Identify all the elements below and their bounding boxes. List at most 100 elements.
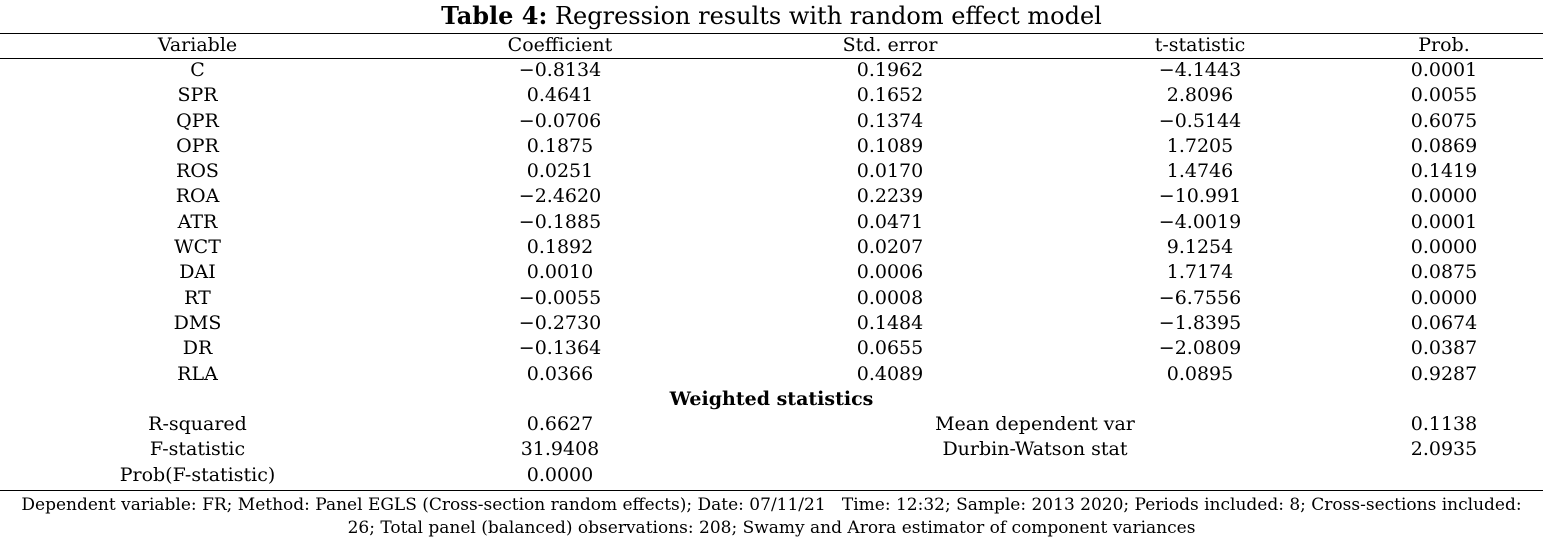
- stat-value: 0.6627: [526, 413, 594, 436]
- table-row: RLA 0.0366 0.4089 0.0895 0.9287: [0, 362, 1543, 387]
- coefficient-cell: 0.1892: [526, 236, 594, 259]
- t-statistic-cell: −6.7556: [1158, 286, 1242, 309]
- weighted-statistics-title: Weighted statistics: [669, 387, 874, 410]
- column-header-coefficient: Coefficient: [507, 34, 613, 56]
- stat-value: [1345, 463, 1543, 488]
- stat-label: F-statistic: [149, 438, 246, 461]
- variable-cell: C: [190, 59, 205, 81]
- table-caption: Table 4: Regression results with random …: [0, 1, 1543, 31]
- prob-cell: 0.0001: [1410, 59, 1478, 81]
- variable-cell: RT: [184, 286, 211, 309]
- weighted-statistics-heading-row: Weighted statistics: [0, 387, 1543, 412]
- table-row: WCT 0.1892 0.0207 9.1254 0.0000: [0, 235, 1543, 260]
- coefficient-cell: 0.0010: [526, 261, 594, 284]
- stat-label: Mean dependent var: [935, 413, 1135, 436]
- std-error-cell: 0.1962: [856, 59, 924, 81]
- table-header-row: Variable Coefficient Std. error t-statis…: [0, 33, 1543, 58]
- coefficient-cell: −0.2730: [518, 311, 602, 334]
- t-statistic-cell: 1.7205: [1166, 134, 1234, 157]
- stat-value: 0.1138: [1410, 413, 1478, 436]
- t-statistic-cell: −4.1443: [1158, 59, 1242, 81]
- table-row: ATR −0.1885 0.0471 −4.0019 0.0001: [0, 210, 1543, 235]
- variable-cell: WCT: [174, 236, 221, 259]
- table-row: OPR 0.1875 0.1089 1.7205 0.0869: [0, 134, 1543, 159]
- coefficient-cell: 0.1875: [526, 134, 594, 157]
- table-row: ROS 0.0251 0.0170 1.4746 0.1419: [0, 159, 1543, 184]
- table-caption-text: Regression results with random effect mo…: [554, 2, 1102, 30]
- weighted-stat-row: R-squared 0.6627 Mean dependent var 0.11…: [0, 412, 1543, 437]
- stat-value: 2.0935: [1410, 438, 1478, 461]
- std-error-cell: 0.1484: [856, 311, 924, 334]
- variable-cell: OPR: [176, 134, 219, 157]
- column-header-t-statistic: t-statistic: [1154, 34, 1246, 56]
- bottom-rule: [0, 490, 1543, 491]
- variable-cell: DR: [182, 337, 213, 360]
- variable-cell: DMS: [173, 311, 222, 334]
- table-row: DR −0.1364 0.0655 −2.0809 0.0387: [0, 336, 1543, 361]
- std-error-cell: 0.1089: [856, 134, 924, 157]
- stat-label: R-squared: [148, 413, 247, 436]
- prob-cell: 0.0387: [1410, 337, 1478, 360]
- prob-cell: 0.9287: [1410, 362, 1478, 385]
- prob-cell: 0.1419: [1410, 160, 1478, 183]
- table-note-line: Dependent variable: FR; Method: Panel EG…: [21, 495, 1522, 515]
- variable-cell: QPR: [176, 109, 219, 132]
- prob-cell: 0.6075: [1410, 109, 1478, 132]
- variable-cell: ATR: [177, 210, 218, 233]
- table-row: QPR −0.0706 0.1374 −0.5144 0.6075: [0, 109, 1543, 134]
- std-error-cell: 0.0655: [856, 337, 924, 360]
- variable-cell: SPR: [177, 84, 218, 107]
- coefficient-cell: −0.8134: [518, 59, 602, 81]
- regression-table: Variable Coefficient Std. error t-statis…: [0, 33, 1543, 488]
- std-error-cell: 0.0006: [856, 261, 924, 284]
- table-row: DMS −0.2730 0.1484 −1.8395 0.0674: [0, 311, 1543, 336]
- table-row: SPR 0.4641 0.1652 2.8096 0.0055: [0, 83, 1543, 108]
- t-statistic-cell: −2.0809: [1158, 337, 1242, 360]
- prob-cell: 0.0000: [1410, 286, 1478, 309]
- std-error-cell: 0.1374: [856, 109, 924, 132]
- header-rule: [0, 58, 1543, 59]
- table-row: ROA −2.4620 0.2239 −10.991 0.0000: [0, 184, 1543, 209]
- std-error-cell: 0.0471: [856, 210, 924, 233]
- column-header-std-error: Std. error: [842, 34, 938, 56]
- coefficient-rows: C −0.8134 0.1962 −4.1443 0.0001 SPR 0.4641 0.16…: [0, 58, 1543, 387]
- table-note-line: 26; Total panel (balanced) observations:…: [347, 518, 1196, 538]
- top-rule: [0, 33, 1543, 34]
- table-row: DAI 0.0010 0.0006 1.7174 0.0875: [0, 260, 1543, 285]
- coefficient-cell: −0.1885: [518, 210, 602, 233]
- prob-cell: 0.0001: [1410, 210, 1478, 233]
- prob-cell: 0.0000: [1410, 185, 1478, 208]
- table-row: RT −0.0055 0.0008 −6.7556 0.0000: [0, 286, 1543, 311]
- std-error-cell: 0.0170: [856, 160, 924, 183]
- coefficient-cell: −0.0706: [518, 109, 602, 132]
- variable-cell: ROS: [176, 160, 219, 183]
- std-error-cell: 0.0207: [856, 236, 924, 259]
- prob-cell: 0.0875: [1410, 261, 1478, 284]
- table-row: C −0.8134 0.1962 −4.1443 0.0001: [0, 58, 1543, 83]
- prob-cell: 0.0674: [1410, 311, 1478, 334]
- weighted-stat-row: Prob(F-statistic) 0.0000: [0, 463, 1543, 488]
- coefficient-cell: 0.0251: [526, 160, 594, 183]
- t-statistic-cell: 9.1254: [1166, 236, 1234, 259]
- prob-cell: 0.0055: [1410, 84, 1478, 107]
- std-error-cell: 0.0008: [856, 286, 924, 309]
- stat-value: 31.9408: [520, 438, 600, 461]
- weighted-statistics-block: Weighted statistics R-squared 0.6627 Mea…: [0, 387, 1543, 488]
- column-header-variable: Variable: [157, 34, 238, 56]
- coefficient-cell: −0.1364: [518, 337, 602, 360]
- t-statistic-cell: −0.5144: [1158, 109, 1242, 132]
- table-notes: Dependent variable: FR; Method: Panel EG…: [0, 494, 1543, 540]
- t-statistic-cell: −10.991: [1158, 185, 1242, 208]
- weighted-stat-row: F-statistic 31.9408 Durbin-Watson stat 2…: [0, 437, 1543, 462]
- variable-cell: RLA: [177, 362, 218, 385]
- std-error-cell: 0.1652: [856, 84, 924, 107]
- std-error-cell: 0.4089: [856, 362, 924, 385]
- stat-value: 0.0000: [526, 463, 594, 486]
- t-statistic-cell: 2.8096: [1166, 84, 1234, 107]
- t-statistic-cell: 1.7174: [1166, 261, 1234, 284]
- variable-cell: ROA: [175, 185, 220, 208]
- coefficient-cell: 0.4641: [526, 84, 594, 107]
- t-statistic-cell: 1.4746: [1166, 160, 1234, 183]
- stat-label: [725, 463, 1345, 488]
- table-caption-label: Table 4:: [441, 1, 548, 30]
